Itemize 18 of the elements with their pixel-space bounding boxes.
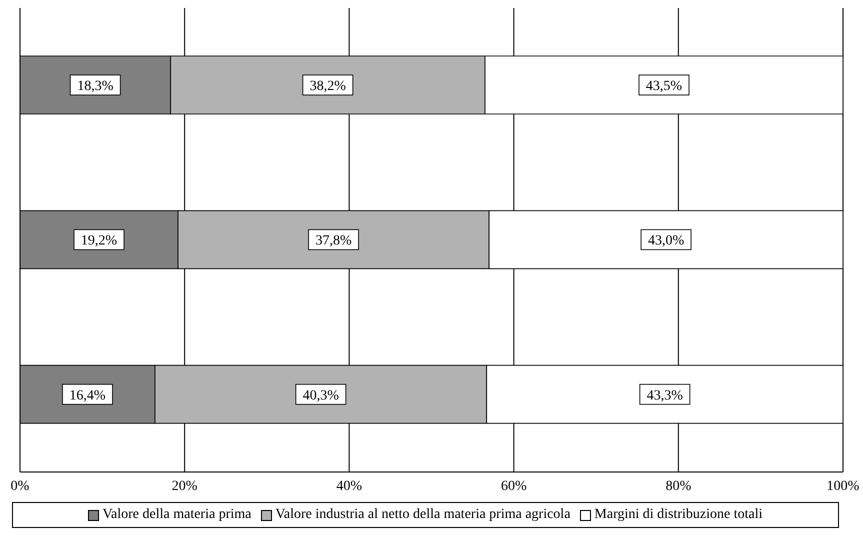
data-label: 18,3% (77, 79, 114, 94)
data-label: 16,4% (69, 388, 106, 404)
x-tick-label: 0% (10, 478, 30, 494)
x-tick-label: 100% (826, 478, 860, 494)
x-tick-label: 40% (336, 478, 362, 494)
data-label: 19,2% (80, 234, 118, 249)
data-label: 43,3% (646, 388, 684, 404)
legend-label: Valore della materia prima (101, 507, 252, 523)
x-tick-label: 20% (172, 478, 198, 494)
data-label: 37,8% (315, 234, 352, 249)
data-label: 43,0% (648, 234, 684, 249)
x-tick-label: 60% (500, 478, 527, 494)
legend-label: Margini di distribuzione totali (593, 507, 763, 523)
x-tick-label: 80% (666, 478, 692, 494)
data-label: 40,3% (302, 388, 340, 404)
data-label: 43,5% (646, 79, 682, 94)
data-label: 38,2% (310, 79, 346, 94)
legend-label: Valore industria al netto della materia prima agricola (274, 507, 570, 523)
